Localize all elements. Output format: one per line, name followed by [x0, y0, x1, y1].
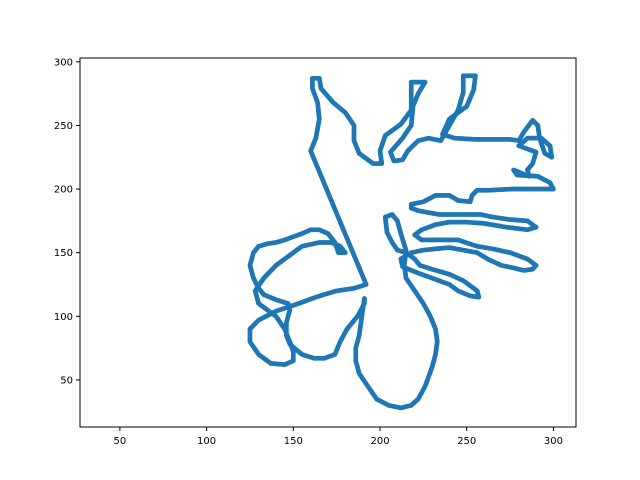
y-tick-label: 200	[54, 185, 73, 196]
y-tick-label: 250	[54, 121, 73, 132]
points-layer	[247, 73, 556, 411]
y-tick-label: 50	[60, 375, 73, 386]
x-tick-label: 250	[457, 436, 476, 447]
data-point	[308, 149, 314, 155]
y-tick-label: 300	[54, 57, 73, 68]
y-tick-label: 100	[54, 312, 73, 323]
y-tick-label: 150	[54, 248, 73, 259]
x-tick-label: 50	[114, 436, 127, 447]
x-tick-label: 300	[544, 436, 563, 447]
x-tick-label: 150	[284, 436, 303, 447]
x-tick-label: 100	[197, 436, 216, 447]
ticks-layer: 50 100 150 200 250 300 50 100 150 200 250 300	[54, 57, 563, 447]
x-tick-label: 200	[370, 436, 389, 447]
axes-frame	[79, 57, 577, 428]
